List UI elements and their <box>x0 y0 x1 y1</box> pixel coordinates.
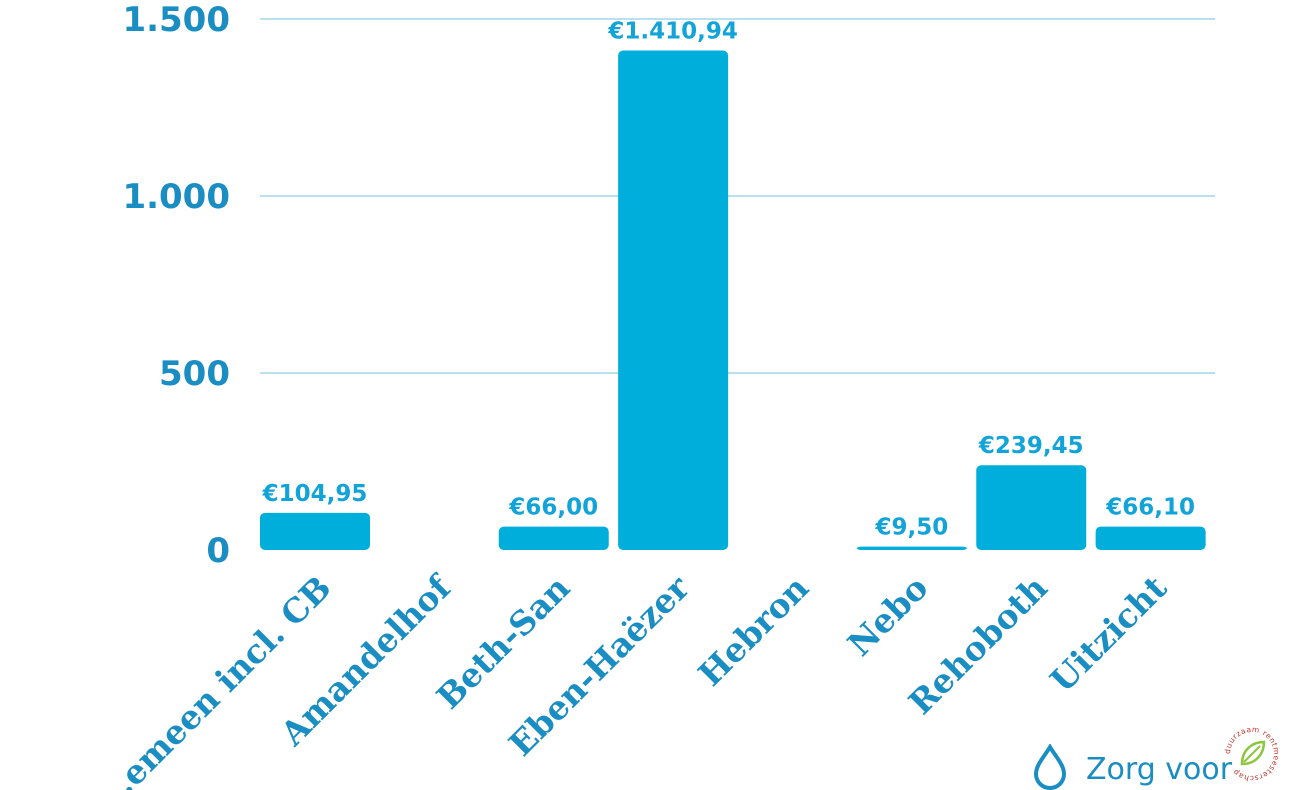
category-label: Uitzicht <box>1043 568 1175 700</box>
category-label: Hebron <box>691 568 817 694</box>
value-label: €66,00 <box>508 495 598 521</box>
water-drop-icon <box>1033 744 1067 790</box>
value-label: €9,50 <box>874 515 948 541</box>
value-label: €239,45 <box>978 433 1084 459</box>
category-label: Nebo <box>840 568 936 664</box>
bar-1 <box>260 512 370 550</box>
bar-8 <box>1095 526 1206 550</box>
value-label: €104,95 <box>262 481 368 507</box>
bar-6 <box>856 546 967 550</box>
logo-text: Zorg voor <box>1086 752 1233 787</box>
zorg-voor-logo: Zorg voor duurzaam rentmeesterschap <box>1030 725 1290 790</box>
category-labels: ...emeen incl. CBAmandelhofBeth-SanEben-… <box>89 567 1175 790</box>
gridlines <box>260 18 1215 374</box>
value-label: €1.410,94 <box>607 19 738 45</box>
leaf-icon <box>1240 740 1266 766</box>
duurzaam-rentmeesterschap-seal: duurzaam rentmeesterschap <box>1223 725 1281 783</box>
y-axis-ticks: 0 500 1.000 1.500 <box>122 0 230 571</box>
y-tick-label: 0 <box>206 531 230 571</box>
y-tick-label: 1.000 <box>122 177 230 217</box>
y-tick-label: 500 <box>159 354 230 394</box>
value-label: €66,10 <box>1105 495 1195 521</box>
y-tick-label: 1.500 <box>122 0 230 40</box>
bar-3 <box>498 526 609 550</box>
bar-7 <box>976 465 1087 550</box>
category-label: ...emeen incl. CB <box>89 568 339 790</box>
bars <box>260 50 1206 550</box>
bar-4 <box>618 50 729 550</box>
value-labels: €104,95 €66,00 €1.410,94 €9,50 €239,45 €66,10 <box>262 19 1195 541</box>
